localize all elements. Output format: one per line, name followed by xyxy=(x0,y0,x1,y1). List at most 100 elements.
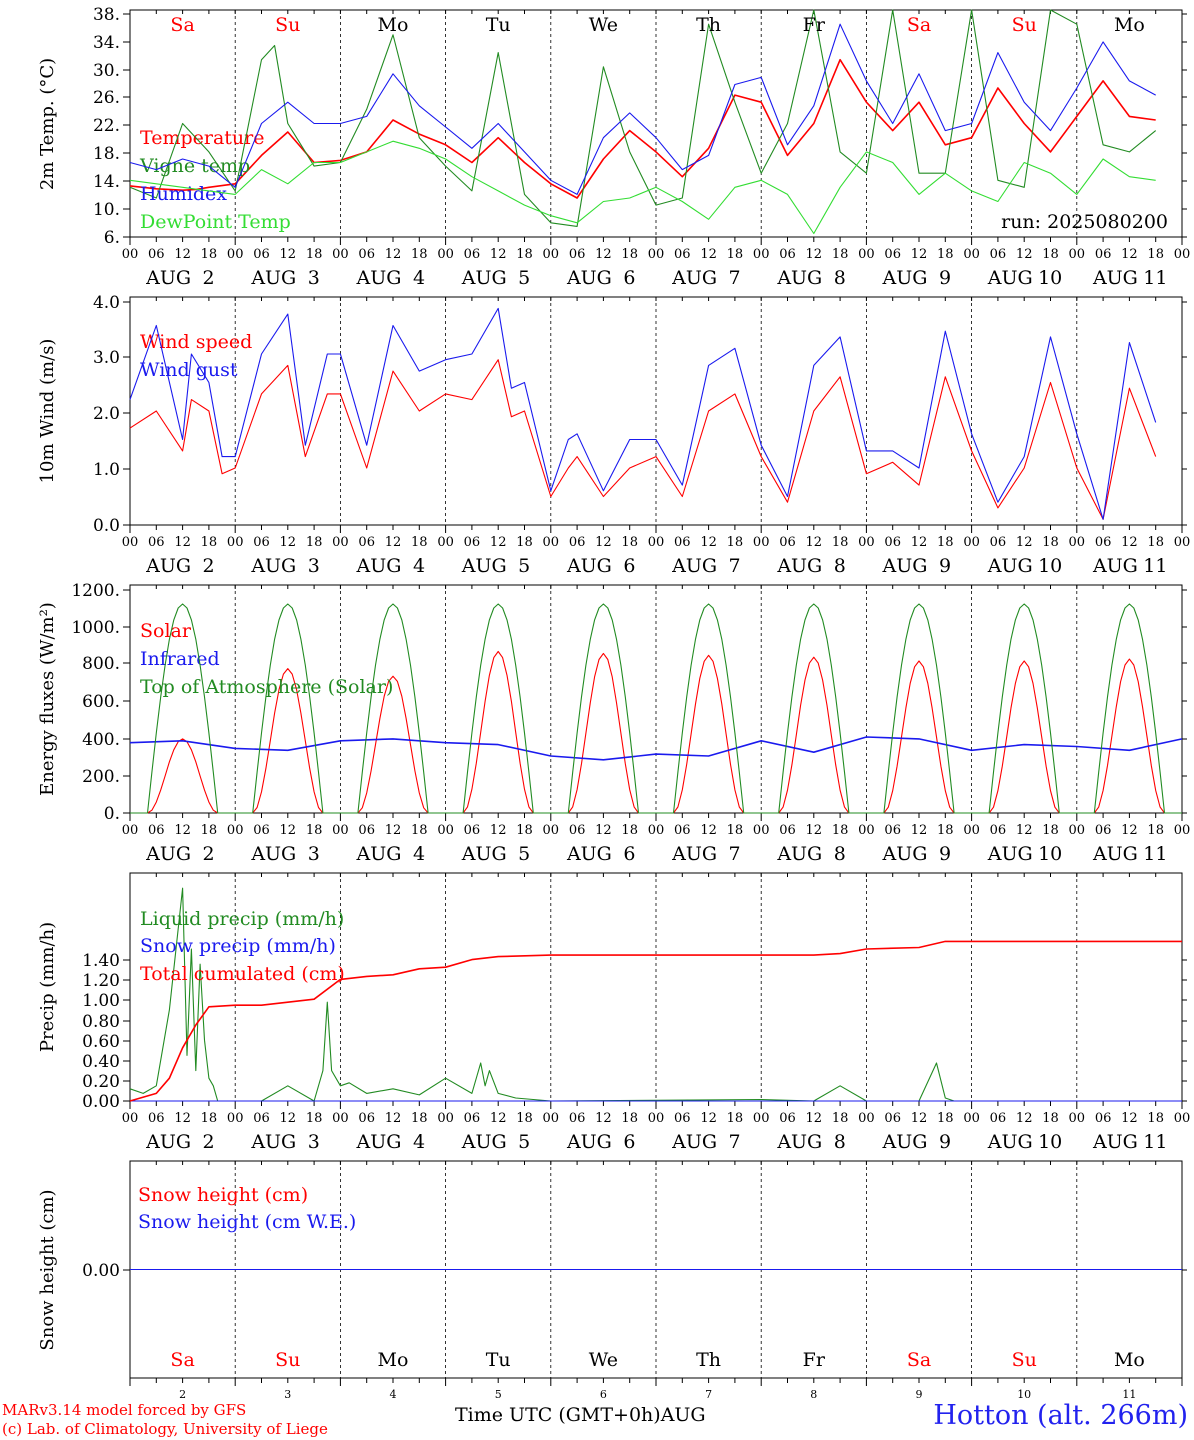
hour-tick-label: 18 xyxy=(516,247,533,262)
hour-tick-label: 12 xyxy=(1016,535,1033,550)
hour-tick-label: 18 xyxy=(621,1111,638,1126)
day-number-label: 5 xyxy=(518,843,530,865)
day-number-label: 6 xyxy=(623,1131,635,1153)
day-of-week-label: Su xyxy=(1012,1349,1037,1371)
y-axis-label: Precip (mm/h) xyxy=(37,922,58,1052)
day-month-label: AUG xyxy=(356,1131,402,1153)
hour-tick-label: 18 xyxy=(1147,1111,1164,1126)
day-number-label: 9 xyxy=(916,1388,923,1401)
hour-tick-label: 00 xyxy=(963,823,980,838)
day-of-week-label: Tu xyxy=(486,1349,511,1371)
day-of-week-label: Mo xyxy=(378,14,409,36)
legend-dewpoint-temp: DewPoint Temp xyxy=(140,211,291,233)
hour-tick-label: 06 xyxy=(253,823,270,838)
hour-tick-label: 18 xyxy=(516,535,533,550)
day-number-label: 7 xyxy=(729,555,741,577)
hour-tick-label: 18 xyxy=(1042,247,1059,262)
day-month-label: AUG xyxy=(461,843,507,865)
y-tick-label: 1000. xyxy=(71,618,120,638)
day-of-week-label: Su xyxy=(275,14,300,36)
hour-tick-label: 12 xyxy=(1121,823,1138,838)
day-number-label: 2 xyxy=(179,1388,186,1401)
hour-tick-label: 00 xyxy=(122,823,139,838)
day-month-label: AUG xyxy=(145,267,191,289)
day-month-label: AUG xyxy=(356,843,402,865)
y-tick-label: 0.00 xyxy=(82,1261,120,1281)
hour-tick-label: 06 xyxy=(779,823,796,838)
day-number-label: 3 xyxy=(308,555,320,577)
hour-tick-label: 00 xyxy=(437,823,454,838)
hour-tick-label: 06 xyxy=(779,535,796,550)
series-line-humidex xyxy=(129,23,1156,195)
hour-tick-label: 18 xyxy=(727,535,744,550)
day-number-label: 11 xyxy=(1143,1131,1167,1153)
hour-tick-label: 00 xyxy=(437,247,454,262)
day-month-label: AUG xyxy=(566,1131,612,1153)
day-month-label: AUG xyxy=(776,843,822,865)
day-month-label: AUG xyxy=(1092,267,1138,289)
hour-tick-label: 12 xyxy=(280,823,297,838)
hour-tick-label: 00 xyxy=(122,1111,139,1126)
day-month-label: AUG xyxy=(566,267,612,289)
hour-tick-label: 06 xyxy=(1095,247,1112,262)
hour-tick-label: 06 xyxy=(990,535,1007,550)
y-tick-label: 1.00 xyxy=(82,991,120,1011)
hour-tick-label: 18 xyxy=(1042,535,1059,550)
day-month-label: AUG xyxy=(776,267,822,289)
hour-tick-label: 06 xyxy=(884,535,901,550)
hour-tick-label: 00 xyxy=(543,1111,560,1126)
day-of-week-label: Mo xyxy=(1114,1349,1145,1371)
day-of-week-label: Sa xyxy=(907,1349,931,1371)
hour-tick-label: 18 xyxy=(727,247,744,262)
hour-tick-label: 18 xyxy=(306,823,323,838)
hour-tick-label: 06 xyxy=(1095,1111,1112,1126)
hour-tick-label: 00 xyxy=(753,1111,770,1126)
series-line-vigne-temp xyxy=(129,9,1157,227)
hour-tick-label: 06 xyxy=(674,535,691,550)
hour-tick-label: 18 xyxy=(937,1111,954,1126)
hour-tick-label: 06 xyxy=(674,247,691,262)
day-number-label: 3 xyxy=(308,843,320,865)
day-of-week-label: Th xyxy=(696,1349,721,1371)
day-number-label: 8 xyxy=(834,555,846,577)
hour-tick-label: 00 xyxy=(1069,535,1086,550)
day-month-label: AUG xyxy=(776,1131,822,1153)
day-number-label: 2 xyxy=(203,1131,215,1153)
day-month-label: AUG xyxy=(1092,555,1138,577)
y-tick-label: 2.0 xyxy=(93,404,120,424)
y-tick-label: 1200. xyxy=(71,581,120,601)
day-month-label: AUG xyxy=(671,555,717,577)
hour-tick-label: 12 xyxy=(280,535,297,550)
day-month-label: AUG xyxy=(461,1131,507,1153)
y-tick-label: 18. xyxy=(93,144,120,164)
hour-tick-label: 00 xyxy=(332,535,349,550)
hour-tick-label: 18 xyxy=(411,535,428,550)
hour-tick-label: 00 xyxy=(753,823,770,838)
x-axis-month: AUG xyxy=(660,1404,706,1426)
y-tick-label: 14. xyxy=(93,172,120,192)
y-tick-label: 400. xyxy=(82,730,120,750)
day-number-label: 7 xyxy=(729,1131,741,1153)
day-month-label: AUG xyxy=(250,1131,296,1153)
day-month-label: AUG xyxy=(1092,1131,1138,1153)
day-month-label: AUG xyxy=(882,555,928,577)
hour-tick-label: 12 xyxy=(490,247,507,262)
hour-tick-label: 00 xyxy=(858,247,875,262)
hour-tick-label: 00 xyxy=(1069,1111,1086,1126)
day-month-label: AUG xyxy=(671,267,717,289)
hour-tick-label: 06 xyxy=(884,823,901,838)
y-axis-label: 2m Temp. (°C) xyxy=(37,58,58,190)
panel-temperature: 00 06 12 18 00 06 12 18 00 06 12 18 00 06 12 18 00 06 12 18… xyxy=(37,5,1190,289)
hour-tick-label: 06 xyxy=(253,1111,270,1126)
hour-tick-label: 00 xyxy=(122,535,139,550)
hour-tick-label: 06 xyxy=(464,1111,481,1126)
legend-infrared: Infrared xyxy=(140,648,220,670)
hour-tick-label: 00 xyxy=(1174,247,1191,262)
y-axis-label: Snow height (cm) xyxy=(37,1189,58,1350)
day-month-label: AUG xyxy=(987,555,1033,577)
day-number-label: 8 xyxy=(810,1388,817,1401)
day-number-label: 5 xyxy=(518,267,530,289)
y-tick-label: 0.00 xyxy=(82,1092,120,1112)
hour-tick-label: 12 xyxy=(595,823,612,838)
